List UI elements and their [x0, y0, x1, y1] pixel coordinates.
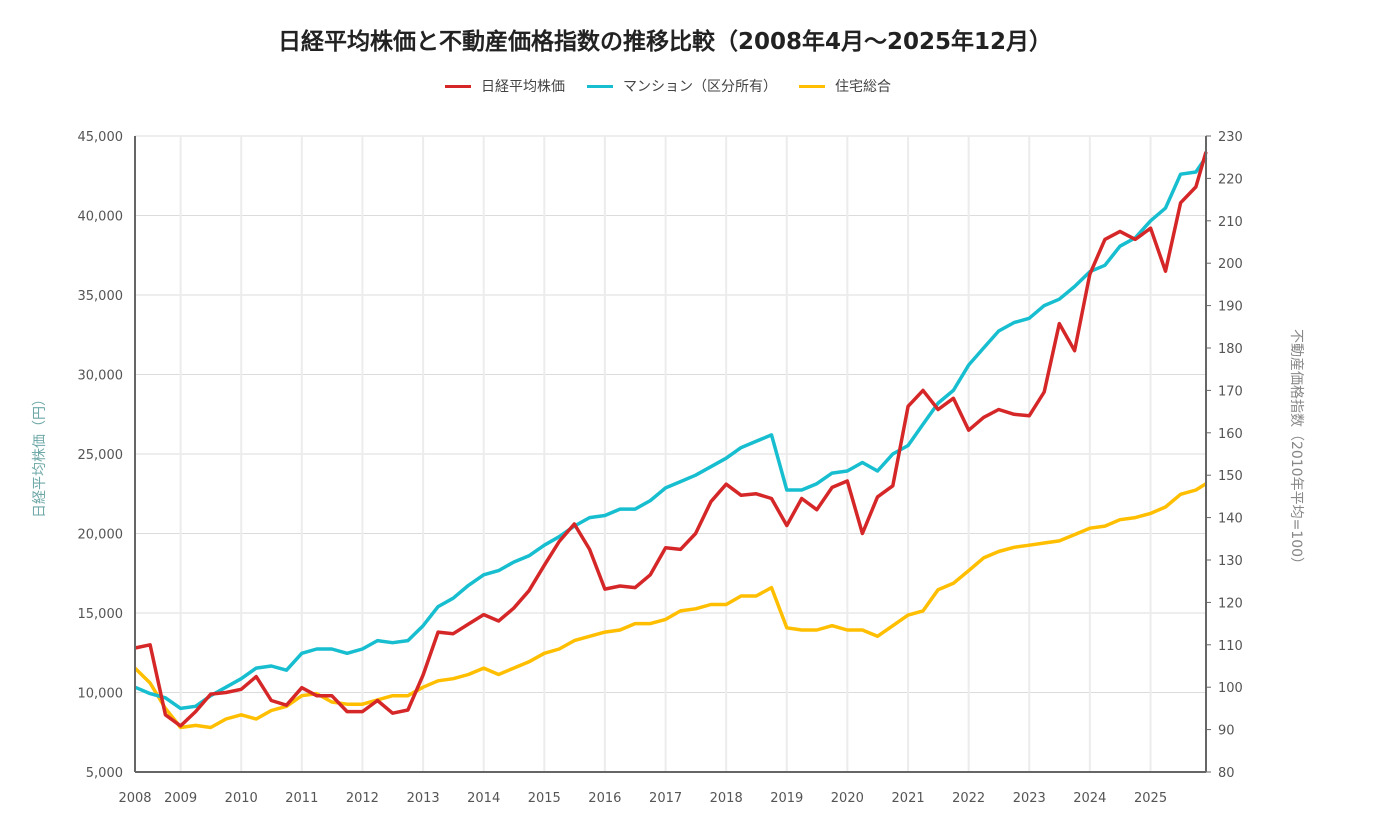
y-axis-left-title: 日経平均株価（円） — [32, 392, 48, 518]
x-tick: 2011 — [285, 791, 318, 806]
x-tick: 2014 — [467, 791, 500, 806]
y-tick-right: 230 — [1218, 130, 1243, 145]
legend-label-nikkei: 日経平均株価 — [481, 79, 565, 95]
y-tick-left: 5,000 — [86, 766, 123, 781]
y-tick-right: 100 — [1218, 681, 1243, 696]
legend-swatch-mansion — [587, 84, 613, 88]
x-tick: 2025 — [1134, 791, 1167, 806]
y-axis-right-title: 不動産価格指数（2010年平均=100） — [1288, 329, 1304, 571]
x-tick: 2008 — [118, 791, 151, 806]
series-line-housing — [133, 482, 1207, 730]
y-tick-right: 220 — [1218, 172, 1243, 187]
x-tick: 2018 — [710, 791, 743, 806]
y-tick-left: 30,000 — [78, 369, 124, 384]
x-tick: 2015 — [528, 791, 561, 806]
series-line-nikkei — [134, 151, 1208, 728]
y-tick-left: 35,000 — [78, 289, 124, 304]
y-tick-right: 180 — [1218, 342, 1243, 357]
x-tick: 2020 — [831, 791, 864, 806]
x-tick: 2012 — [346, 791, 379, 806]
series-line-mansion — [134, 156, 1208, 711]
y-tick-right: 120 — [1218, 596, 1243, 611]
y-tick-right: 200 — [1218, 257, 1243, 272]
legend-swatch-housing — [799, 84, 825, 88]
y-tick-left: 10,000 — [78, 687, 124, 702]
y-tick-right: 140 — [1218, 512, 1243, 527]
x-tick: 2016 — [588, 791, 621, 806]
x-tick: 2021 — [892, 791, 925, 806]
x-tick: 2010 — [225, 791, 258, 806]
y-tick-left: 15,000 — [78, 607, 124, 622]
y-tick-right: 170 — [1218, 384, 1243, 399]
chart-title: 日経平均株価と不動産価格指数の推移比較（2008年4月～2025年12月） — [277, 29, 1053, 55]
y-tick-left: 40,000 — [78, 210, 124, 225]
y-tick-right: 150 — [1218, 469, 1243, 484]
x-tick: 2022 — [952, 791, 985, 806]
x-tick: 2009 — [164, 791, 197, 806]
y-tick-right: 110 — [1218, 639, 1243, 654]
legend-label-housing: 住宅総合 — [835, 79, 891, 95]
y-tick-right: 210 — [1218, 215, 1243, 230]
x-tick: 2019 — [770, 791, 803, 806]
y-tick-right: 80 — [1218, 766, 1235, 781]
x-tick: 2017 — [649, 791, 682, 806]
y-tick-left: 25,000 — [78, 448, 124, 463]
y-tick-left: 45,000 — [78, 130, 124, 145]
legend: 日経平均株価 マンション（区分所有） 住宅総合 — [0, 76, 1336, 96]
x-tick: 2024 — [1073, 791, 1106, 806]
y-tick-right: 160 — [1218, 427, 1243, 442]
x-tick: 2013 — [407, 791, 440, 806]
x-tick: 2023 — [1013, 791, 1046, 806]
y-tick-right: 130 — [1218, 554, 1243, 569]
y-tick-right: 90 — [1218, 724, 1235, 739]
legend-item-nikkei[interactable]: 日経平均株価 — [445, 76, 565, 96]
y-tick-left: 20,000 — [78, 528, 124, 543]
legend-swatch-nikkei — [445, 84, 471, 88]
y-tick-right: 190 — [1218, 300, 1243, 315]
legend-label-mansion: マンション（区分所有） — [623, 79, 777, 95]
legend-item-housing[interactable]: 住宅総合 — [799, 76, 891, 96]
legend-item-mansion[interactable]: マンション（区分所有） — [587, 76, 777, 96]
